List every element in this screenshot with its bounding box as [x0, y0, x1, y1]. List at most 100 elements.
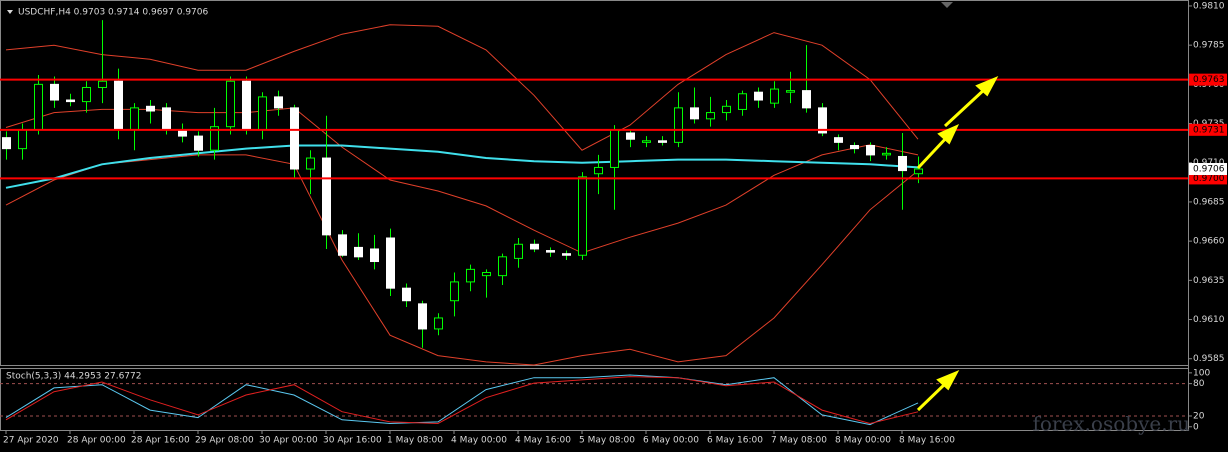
candle-body: [306, 157, 315, 170]
chart-title: USDCHF,H4 0.9703 0.9714 0.9697 0.9706: [18, 8, 208, 18]
level-label-box: [1189, 172, 1227, 185]
stoch-line: [5, 376, 919, 425]
candle-body: [770, 88, 779, 104]
candle-body: [706, 112, 715, 120]
candle-body: [818, 107, 827, 134]
candle-body: [498, 256, 507, 277]
indicator-line: [5, 107, 919, 254]
y-tick-label: 100: [1193, 368, 1210, 378]
watermark: forex.osobye.ru: [1032, 412, 1190, 436]
candle-body: [386, 237, 395, 289]
y-tick-label: 0.9685: [1193, 197, 1225, 207]
indicator-line: [5, 154, 919, 366]
candle-body: [114, 80, 123, 131]
x-tick-label: 5 May 08:00: [579, 436, 635, 446]
x-tick-label: 8 May 00:00: [835, 436, 891, 446]
x-tick-label: 6 May 16:00: [707, 436, 763, 446]
x-tick-label: 29 Apr 08:00: [195, 436, 254, 446]
x-tick-label: 28 Apr 00:00: [67, 436, 126, 446]
x-tick-label: 4 May 16:00: [515, 436, 571, 446]
indicator-line: [5, 144, 919, 189]
candle-body: [514, 243, 523, 259]
candle-body: [242, 80, 251, 131]
y-tick-label: 0: [1193, 422, 1199, 432]
x-tick-label: 7 May 08:00: [771, 436, 827, 446]
candle-body: [18, 129, 27, 150]
candle-body: [658, 140, 667, 143]
y-tick-label: 80: [1193, 379, 1205, 389]
indicator-line: [5, 24, 919, 151]
candle-body: [162, 107, 171, 131]
y-tick-label: 0.9635: [1193, 276, 1225, 286]
candle-body: [50, 83, 59, 101]
arrow: [943, 86, 988, 128]
last-price-label: 0.9706: [1193, 165, 1225, 175]
last-price-box: [1189, 163, 1227, 176]
x-tick-label: 6 May 00:00: [643, 436, 699, 446]
candle-body: [210, 126, 219, 151]
candle-body: [834, 137, 843, 143]
candle-body: [290, 107, 299, 170]
x-tick-label: 8 May 16:00: [899, 436, 955, 446]
y-tick-label: 0.9585: [1193, 354, 1225, 364]
candle-body: [130, 107, 139, 131]
arrow: [916, 134, 950, 170]
candle-body: [642, 140, 651, 143]
candle-body: [530, 243, 539, 250]
y-tick-label: 0.9660: [1193, 237, 1225, 247]
candle-body: [866, 144, 875, 156]
candle-body: [786, 90, 795, 93]
candle-body: [674, 107, 683, 143]
candle-body: [898, 155, 907, 172]
candle-body: [610, 129, 619, 168]
candle-body: [722, 105, 731, 114]
candle-body: [258, 96, 267, 131]
candle-body: [274, 96, 283, 109]
candle-body: [418, 303, 427, 330]
candle-body: [194, 135, 203, 151]
level-label-box: [1189, 73, 1227, 86]
arrow: [916, 380, 949, 412]
candle-body: [66, 99, 75, 103]
level-label: 0.9731: [1193, 125, 1225, 135]
candle-body: [370, 248, 379, 263]
arrow-head: [936, 370, 960, 391]
candle-body: [626, 132, 635, 140]
y-tick-label: 0.9785: [1193, 41, 1225, 51]
candle-body: [482, 271, 491, 277]
arrow-head: [937, 124, 960, 145]
y-tick-label: 0.9810: [1193, 1, 1225, 11]
candle-body: [850, 144, 859, 150]
candle-body: [434, 317, 443, 330]
candle-body: [146, 105, 155, 112]
candle-body: [98, 80, 107, 88]
candle-body: [754, 91, 763, 101]
candle-body: [322, 157, 331, 236]
candle-body: [450, 281, 459, 302]
candle-body: [882, 152, 891, 156]
x-tick-label: 28 Apr 16:00: [131, 436, 190, 446]
candle-body: [914, 168, 923, 175]
level-label: 0.9700: [1193, 174, 1225, 184]
stoch-title: Stoch(5,3,3) 44.2953 27.6772: [6, 372, 141, 382]
candle-body: [690, 107, 699, 120]
candle-body: [402, 287, 411, 302]
arrow-head: [975, 76, 999, 97]
x-tick-label: 30 Apr 16:00: [323, 436, 382, 446]
candle-body: [594, 166, 603, 175]
level-label-box: [1189, 123, 1227, 136]
candle-body: [578, 176, 587, 256]
x-tick-label: 27 Apr 2020: [3, 436, 59, 446]
candle-body: [226, 80, 235, 128]
candle-body: [738, 93, 747, 110]
shift-marker: [941, 2, 953, 8]
level-label: 0.9763: [1193, 75, 1225, 85]
candle-body: [34, 83, 43, 131]
candle-body: [802, 90, 811, 109]
y-tick-label: 0.9610: [1193, 315, 1225, 325]
title-arrow: [7, 10, 13, 14]
